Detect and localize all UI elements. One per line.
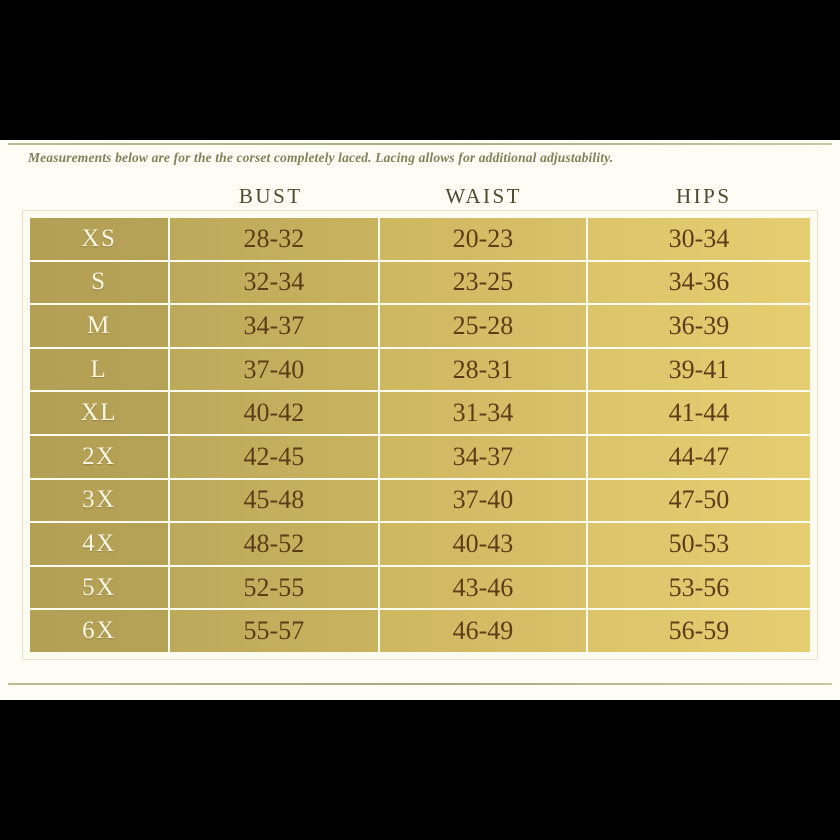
cell-size: L xyxy=(30,348,168,391)
cell-hips: 34-36 xyxy=(587,261,810,304)
cell-bust: 42-45 xyxy=(169,435,378,478)
cell-waist: 34-37 xyxy=(379,435,586,478)
cell-size: 2X xyxy=(30,435,168,478)
cell-waist: 46-49 xyxy=(379,610,586,652)
cell-waist: 23-25 xyxy=(379,261,586,304)
cell-waist: 43-46 xyxy=(379,566,586,609)
cell-bust: 48-52 xyxy=(169,523,378,565)
cell-size: 3X xyxy=(30,479,168,522)
table-row: 3X 45-48 37-40 47-50 xyxy=(30,479,810,522)
cell-waist: 40-43 xyxy=(379,523,586,565)
table-row: S 32-34 23-25 34-36 xyxy=(30,261,810,304)
table-row: 6X 55-57 46-49 56-59 xyxy=(30,610,810,652)
cell-hips: 36-39 xyxy=(587,305,810,347)
divider-rule-bottom xyxy=(8,683,832,685)
cell-size: 5X xyxy=(30,566,168,609)
cell-bust: 45-48 xyxy=(169,479,378,522)
cell-hips: 50-53 xyxy=(587,523,810,565)
cell-hips: 41-44 xyxy=(587,392,810,434)
cell-size: M xyxy=(30,305,168,347)
cell-size: 6X xyxy=(30,610,168,652)
table-row: XL 40-42 31-34 41-44 xyxy=(30,392,810,434)
cell-waist: 37-40 xyxy=(379,479,586,522)
table-row: XS 28-32 20-23 30-34 xyxy=(30,218,810,260)
letterbox-top xyxy=(0,0,840,140)
divider-rule-top xyxy=(8,143,832,145)
cell-bust: 52-55 xyxy=(169,566,378,609)
size-table-body: XS 28-32 20-23 30-34 S 32-34 23-25 34-36 M 34-37 2… xyxy=(30,218,810,652)
table-row: 4X 48-52 40-43 50-53 xyxy=(30,523,810,565)
column-header-waist: WAIST xyxy=(445,184,522,208)
table-row: L 37-40 28-31 39-41 xyxy=(30,348,810,391)
column-header-row: BUST WAIST HIPS xyxy=(22,178,818,210)
cell-bust: 40-42 xyxy=(169,392,378,434)
column-header-bust: BUST xyxy=(238,184,303,208)
cell-hips: 56-59 xyxy=(587,610,810,652)
cell-hips: 44-47 xyxy=(587,435,810,478)
cell-bust: 55-57 xyxy=(169,610,378,652)
cell-hips: 53-56 xyxy=(587,566,810,609)
cell-size: S xyxy=(30,261,168,304)
cell-size: XL xyxy=(30,392,168,434)
cell-bust: 32-34 xyxy=(169,261,378,304)
cell-size: XS xyxy=(30,218,168,260)
column-header-hips: HIPS xyxy=(675,184,732,208)
table-row: M 34-37 25-28 36-39 xyxy=(30,305,810,347)
cell-waist: 31-34 xyxy=(379,392,586,434)
cell-waist: 20-23 xyxy=(379,218,586,260)
cell-hips: 30-34 xyxy=(587,218,810,260)
table-row: 2X 42-45 34-37 44-47 xyxy=(30,435,810,478)
chart-panel: Measurements below are for the the corse… xyxy=(0,140,840,700)
cell-bust: 28-32 xyxy=(169,218,378,260)
column-header-size xyxy=(22,178,164,210)
cell-size: 4X xyxy=(30,523,168,565)
cell-waist: 25-28 xyxy=(379,305,586,347)
measurement-caption: Measurements below are for the the corse… xyxy=(28,150,614,165)
cell-hips: 47-50 xyxy=(587,479,810,522)
size-table-frame: XS 28-32 20-23 30-34 S 32-34 23-25 34-36 M 34-37 2… xyxy=(22,210,818,660)
letterbox-bottom xyxy=(0,700,840,840)
size-table: XS 28-32 20-23 30-34 S 32-34 23-25 34-36 M 34-37 2… xyxy=(28,216,812,654)
table-row: 5X 52-55 43-46 53-56 xyxy=(30,566,810,609)
cell-waist: 28-31 xyxy=(379,348,586,391)
cell-bust: 37-40 xyxy=(169,348,378,391)
cell-bust: 34-37 xyxy=(169,305,378,347)
cell-hips: 39-41 xyxy=(587,348,810,391)
